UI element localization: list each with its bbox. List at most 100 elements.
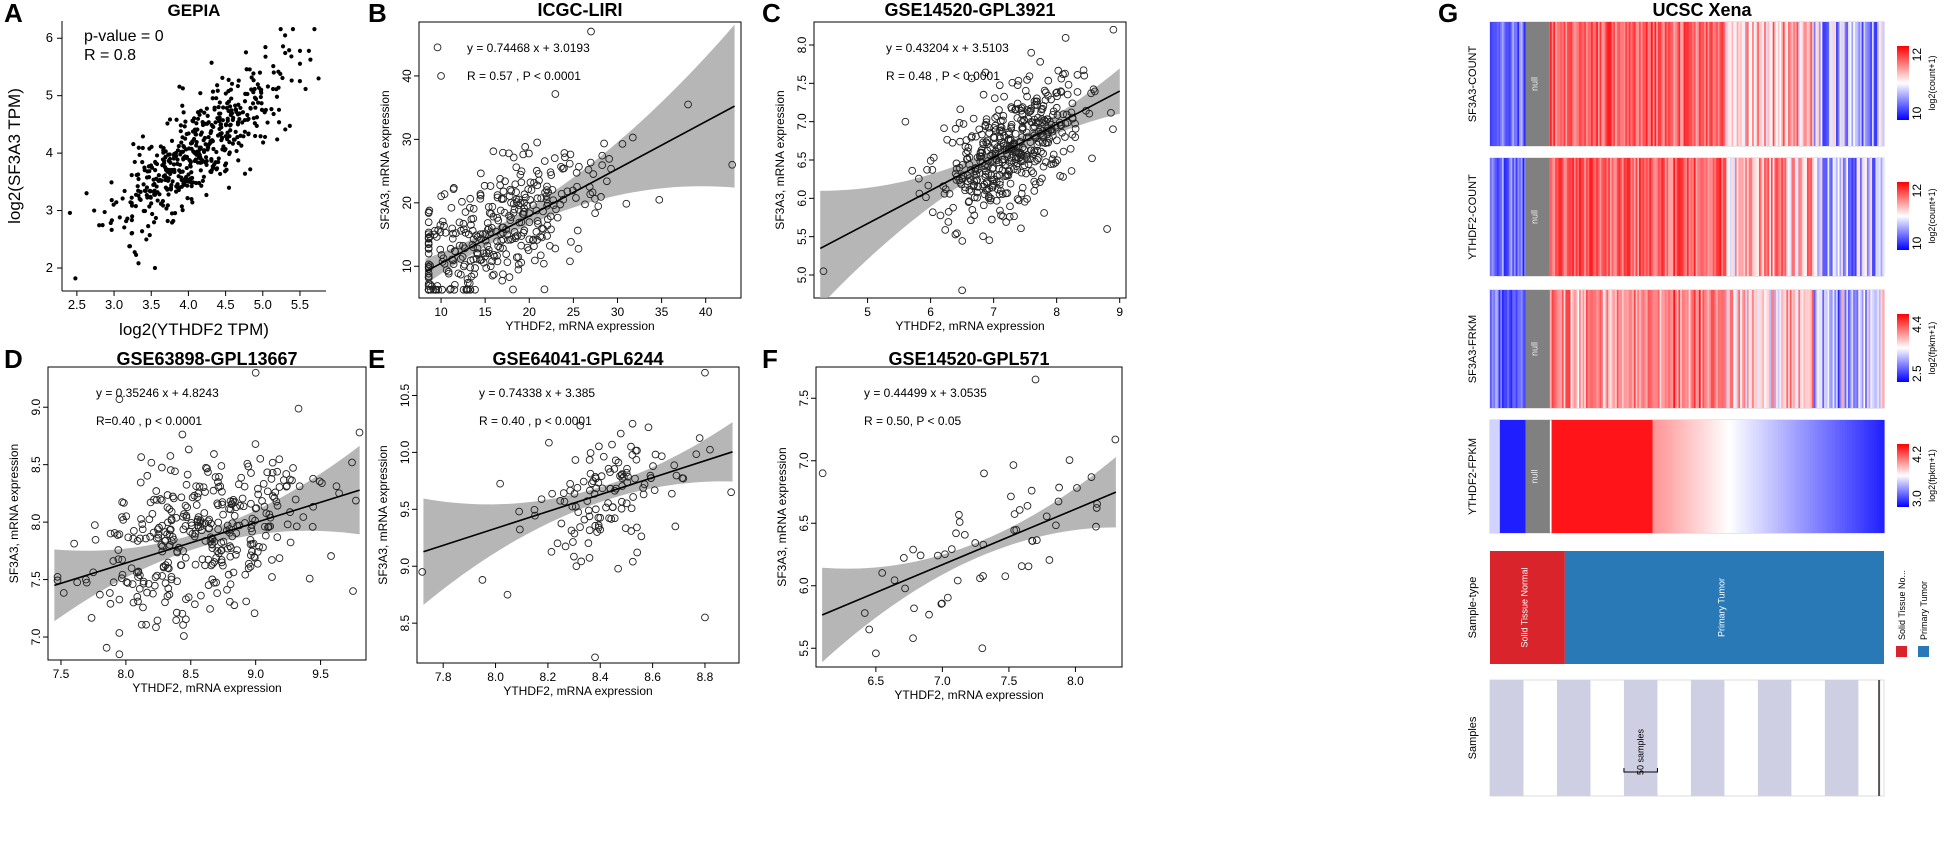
data-point [936, 211, 945, 220]
x-axis-label: YTHDF2, mRNA expression [894, 688, 1043, 702]
data-point [488, 271, 497, 280]
data-point [1068, 130, 1077, 139]
heatmap-cell [1593, 420, 1597, 533]
heatmap-stripe [1579, 290, 1582, 408]
heatmap-stripe [1865, 290, 1868, 408]
heatmap-stripe [1603, 158, 1606, 276]
heatmap-cell [1758, 420, 1762, 533]
heatmap-cell [1647, 420, 1651, 533]
data-point [248, 105, 253, 111]
data-point [247, 524, 256, 533]
data-point [253, 559, 262, 568]
data-point [507, 213, 515, 222]
heatmap-stripe [1697, 158, 1700, 276]
data-point [1045, 556, 1054, 564]
x-tick-label: 9.5 [312, 667, 329, 681]
data-point [966, 176, 975, 184]
data-point [192, 501, 201, 509]
null-label: null [1530, 77, 1540, 91]
data-point [998, 155, 1007, 164]
data-point [235, 122, 241, 127]
data-point [318, 479, 326, 487]
data-point [234, 480, 243, 489]
y-tick-label: 5.0 [795, 266, 809, 283]
data-point [228, 128, 233, 133]
heatmap-stripe [1577, 22, 1580, 146]
heatmap-stripe [1633, 290, 1637, 408]
heatmap-stripe [1841, 22, 1844, 146]
data-point [890, 576, 899, 585]
heatmap-stripe [1752, 22, 1755, 146]
heatmap-stripe [1700, 22, 1704, 146]
data-point [84, 191, 89, 196]
heatmap-stripe [1740, 290, 1743, 408]
data-point [139, 229, 145, 234]
heatmap-stripe [1508, 290, 1512, 408]
heatmap-stripe [1882, 158, 1885, 276]
data-point [271, 111, 276, 117]
heatmap-stripe [1861, 158, 1865, 276]
data-point [297, 48, 303, 53]
y-tick-label: 7.5 [795, 75, 809, 92]
heatmap-stripe [1791, 22, 1794, 146]
null-block [1525, 290, 1550, 408]
heatmap-stripe [1496, 22, 1500, 146]
data-point [586, 190, 595, 199]
data-point [73, 276, 78, 281]
heatmap-stripe [1860, 22, 1863, 146]
heatmap-stripe [1687, 22, 1690, 146]
heatmap-stripe [1734, 22, 1738, 146]
data-point [158, 521, 166, 530]
data-point [553, 213, 562, 222]
data-point [461, 208, 470, 216]
heatmap-stripe [1740, 158, 1743, 276]
data-point [594, 202, 603, 211]
heatmap-cell [1615, 420, 1619, 533]
heatmap-stripe [1716, 22, 1719, 146]
data-point [152, 496, 161, 504]
heatmap-cell [1490, 420, 1494, 533]
data-point [517, 167, 526, 176]
data-point [958, 161, 967, 169]
heatmap-stripe [1640, 158, 1644, 276]
data-point [624, 472, 632, 481]
data-point [546, 168, 555, 177]
heatmap-stripe [1575, 158, 1578, 276]
heatmap-cell [1696, 420, 1700, 533]
heatmap-stripe [1877, 158, 1880, 276]
data-point [1010, 510, 1019, 518]
heatmap-stripe [1589, 22, 1592, 146]
heatmap-stripe [1722, 158, 1726, 276]
data-point [953, 229, 961, 238]
data-point [1111, 435, 1120, 444]
data-point [244, 462, 253, 471]
data-point [1040, 209, 1048, 217]
heatmap-stripe [1829, 22, 1832, 146]
data-point [226, 77, 231, 83]
data-point [172, 169, 177, 175]
data-point [235, 83, 241, 89]
data-point [180, 510, 188, 518]
heatmap-stripe [1685, 290, 1688, 408]
data-point [236, 102, 241, 107]
data-point [591, 653, 599, 662]
x-tick-label: 15 [478, 305, 492, 319]
legend-unit: log2(count+1) [1927, 55, 1937, 110]
data-point [487, 224, 496, 232]
data-point [248, 527, 256, 536]
data-point [518, 210, 527, 218]
data-point [67, 210, 73, 216]
data-point [1068, 99, 1077, 108]
data-point [255, 82, 260, 87]
heatmap-stripe [1519, 158, 1522, 276]
heatmap-stripe [1573, 290, 1577, 408]
heatmap-stripe [1596, 158, 1599, 276]
data-point [197, 591, 205, 600]
data-point [149, 589, 157, 598]
heatmap-stripe [1705, 158, 1709, 276]
data-point [129, 173, 134, 178]
heatmap-stripe [1765, 290, 1769, 408]
heatmap-stripe [1728, 22, 1731, 146]
data-point [254, 115, 260, 120]
data-point [445, 285, 454, 294]
